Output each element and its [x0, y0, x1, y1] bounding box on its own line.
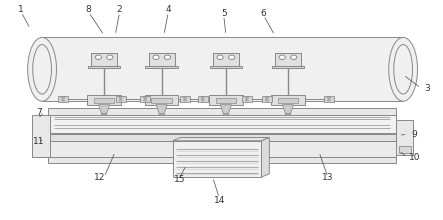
Ellipse shape — [327, 97, 330, 98]
Polygon shape — [278, 97, 298, 103]
Polygon shape — [48, 108, 396, 116]
Polygon shape — [216, 97, 236, 103]
Polygon shape — [271, 95, 304, 105]
Polygon shape — [48, 116, 396, 133]
Ellipse shape — [164, 55, 171, 59]
Text: 12: 12 — [94, 173, 105, 182]
Polygon shape — [198, 96, 207, 102]
Polygon shape — [210, 66, 242, 68]
Polygon shape — [272, 66, 304, 68]
Ellipse shape — [119, 97, 122, 98]
Ellipse shape — [201, 97, 204, 98]
Text: 1: 1 — [19, 6, 24, 14]
Polygon shape — [242, 96, 252, 102]
Polygon shape — [116, 96, 126, 102]
Text: 3: 3 — [425, 84, 430, 92]
Polygon shape — [149, 53, 175, 66]
Ellipse shape — [159, 114, 164, 116]
Polygon shape — [145, 66, 178, 68]
Ellipse shape — [144, 97, 147, 98]
Ellipse shape — [265, 99, 268, 101]
Ellipse shape — [27, 37, 57, 101]
Polygon shape — [87, 95, 120, 105]
Polygon shape — [156, 105, 167, 115]
Polygon shape — [261, 138, 269, 177]
Ellipse shape — [119, 99, 122, 101]
Text: 10: 10 — [408, 153, 420, 162]
Ellipse shape — [229, 55, 235, 59]
Polygon shape — [140, 96, 150, 102]
Ellipse shape — [279, 55, 285, 59]
Polygon shape — [324, 96, 334, 102]
Ellipse shape — [217, 55, 223, 59]
Polygon shape — [210, 95, 242, 105]
Ellipse shape — [95, 55, 101, 59]
Polygon shape — [94, 97, 114, 103]
Polygon shape — [42, 37, 403, 101]
Ellipse shape — [62, 99, 65, 101]
Polygon shape — [32, 116, 50, 157]
Text: 14: 14 — [214, 196, 225, 205]
Text: 2: 2 — [117, 6, 122, 14]
Ellipse shape — [327, 99, 330, 101]
Polygon shape — [48, 157, 396, 163]
Polygon shape — [91, 53, 117, 66]
Ellipse shape — [153, 55, 159, 59]
Polygon shape — [213, 53, 239, 66]
Ellipse shape — [245, 97, 249, 98]
Polygon shape — [88, 66, 120, 68]
Ellipse shape — [201, 99, 204, 101]
Text: 6: 6 — [261, 9, 266, 18]
Polygon shape — [399, 146, 411, 153]
Polygon shape — [180, 96, 190, 102]
Polygon shape — [98, 105, 109, 115]
Polygon shape — [396, 120, 413, 155]
Ellipse shape — [144, 99, 147, 101]
Ellipse shape — [285, 114, 291, 116]
Ellipse shape — [223, 114, 229, 116]
Text: 7: 7 — [36, 108, 42, 117]
Polygon shape — [145, 95, 178, 105]
Text: 8: 8 — [86, 6, 91, 14]
Polygon shape — [221, 105, 231, 115]
Polygon shape — [48, 141, 396, 157]
Polygon shape — [262, 96, 272, 102]
Polygon shape — [173, 141, 261, 177]
Ellipse shape — [389, 37, 417, 101]
Ellipse shape — [101, 114, 107, 116]
Text: 11: 11 — [33, 138, 45, 146]
Polygon shape — [283, 105, 293, 115]
Ellipse shape — [265, 97, 268, 98]
Polygon shape — [48, 134, 396, 141]
Ellipse shape — [291, 55, 297, 59]
Ellipse shape — [183, 97, 187, 98]
Ellipse shape — [245, 99, 249, 101]
Text: 13: 13 — [322, 173, 334, 182]
Text: 9: 9 — [412, 130, 417, 139]
Text: 4: 4 — [166, 6, 171, 14]
Ellipse shape — [62, 97, 65, 98]
Ellipse shape — [183, 99, 187, 101]
Polygon shape — [152, 97, 172, 103]
Text: 15: 15 — [174, 175, 185, 184]
Ellipse shape — [107, 55, 113, 59]
Text: 5: 5 — [221, 9, 226, 18]
Polygon shape — [173, 138, 269, 141]
Polygon shape — [275, 53, 301, 66]
Polygon shape — [58, 96, 68, 102]
